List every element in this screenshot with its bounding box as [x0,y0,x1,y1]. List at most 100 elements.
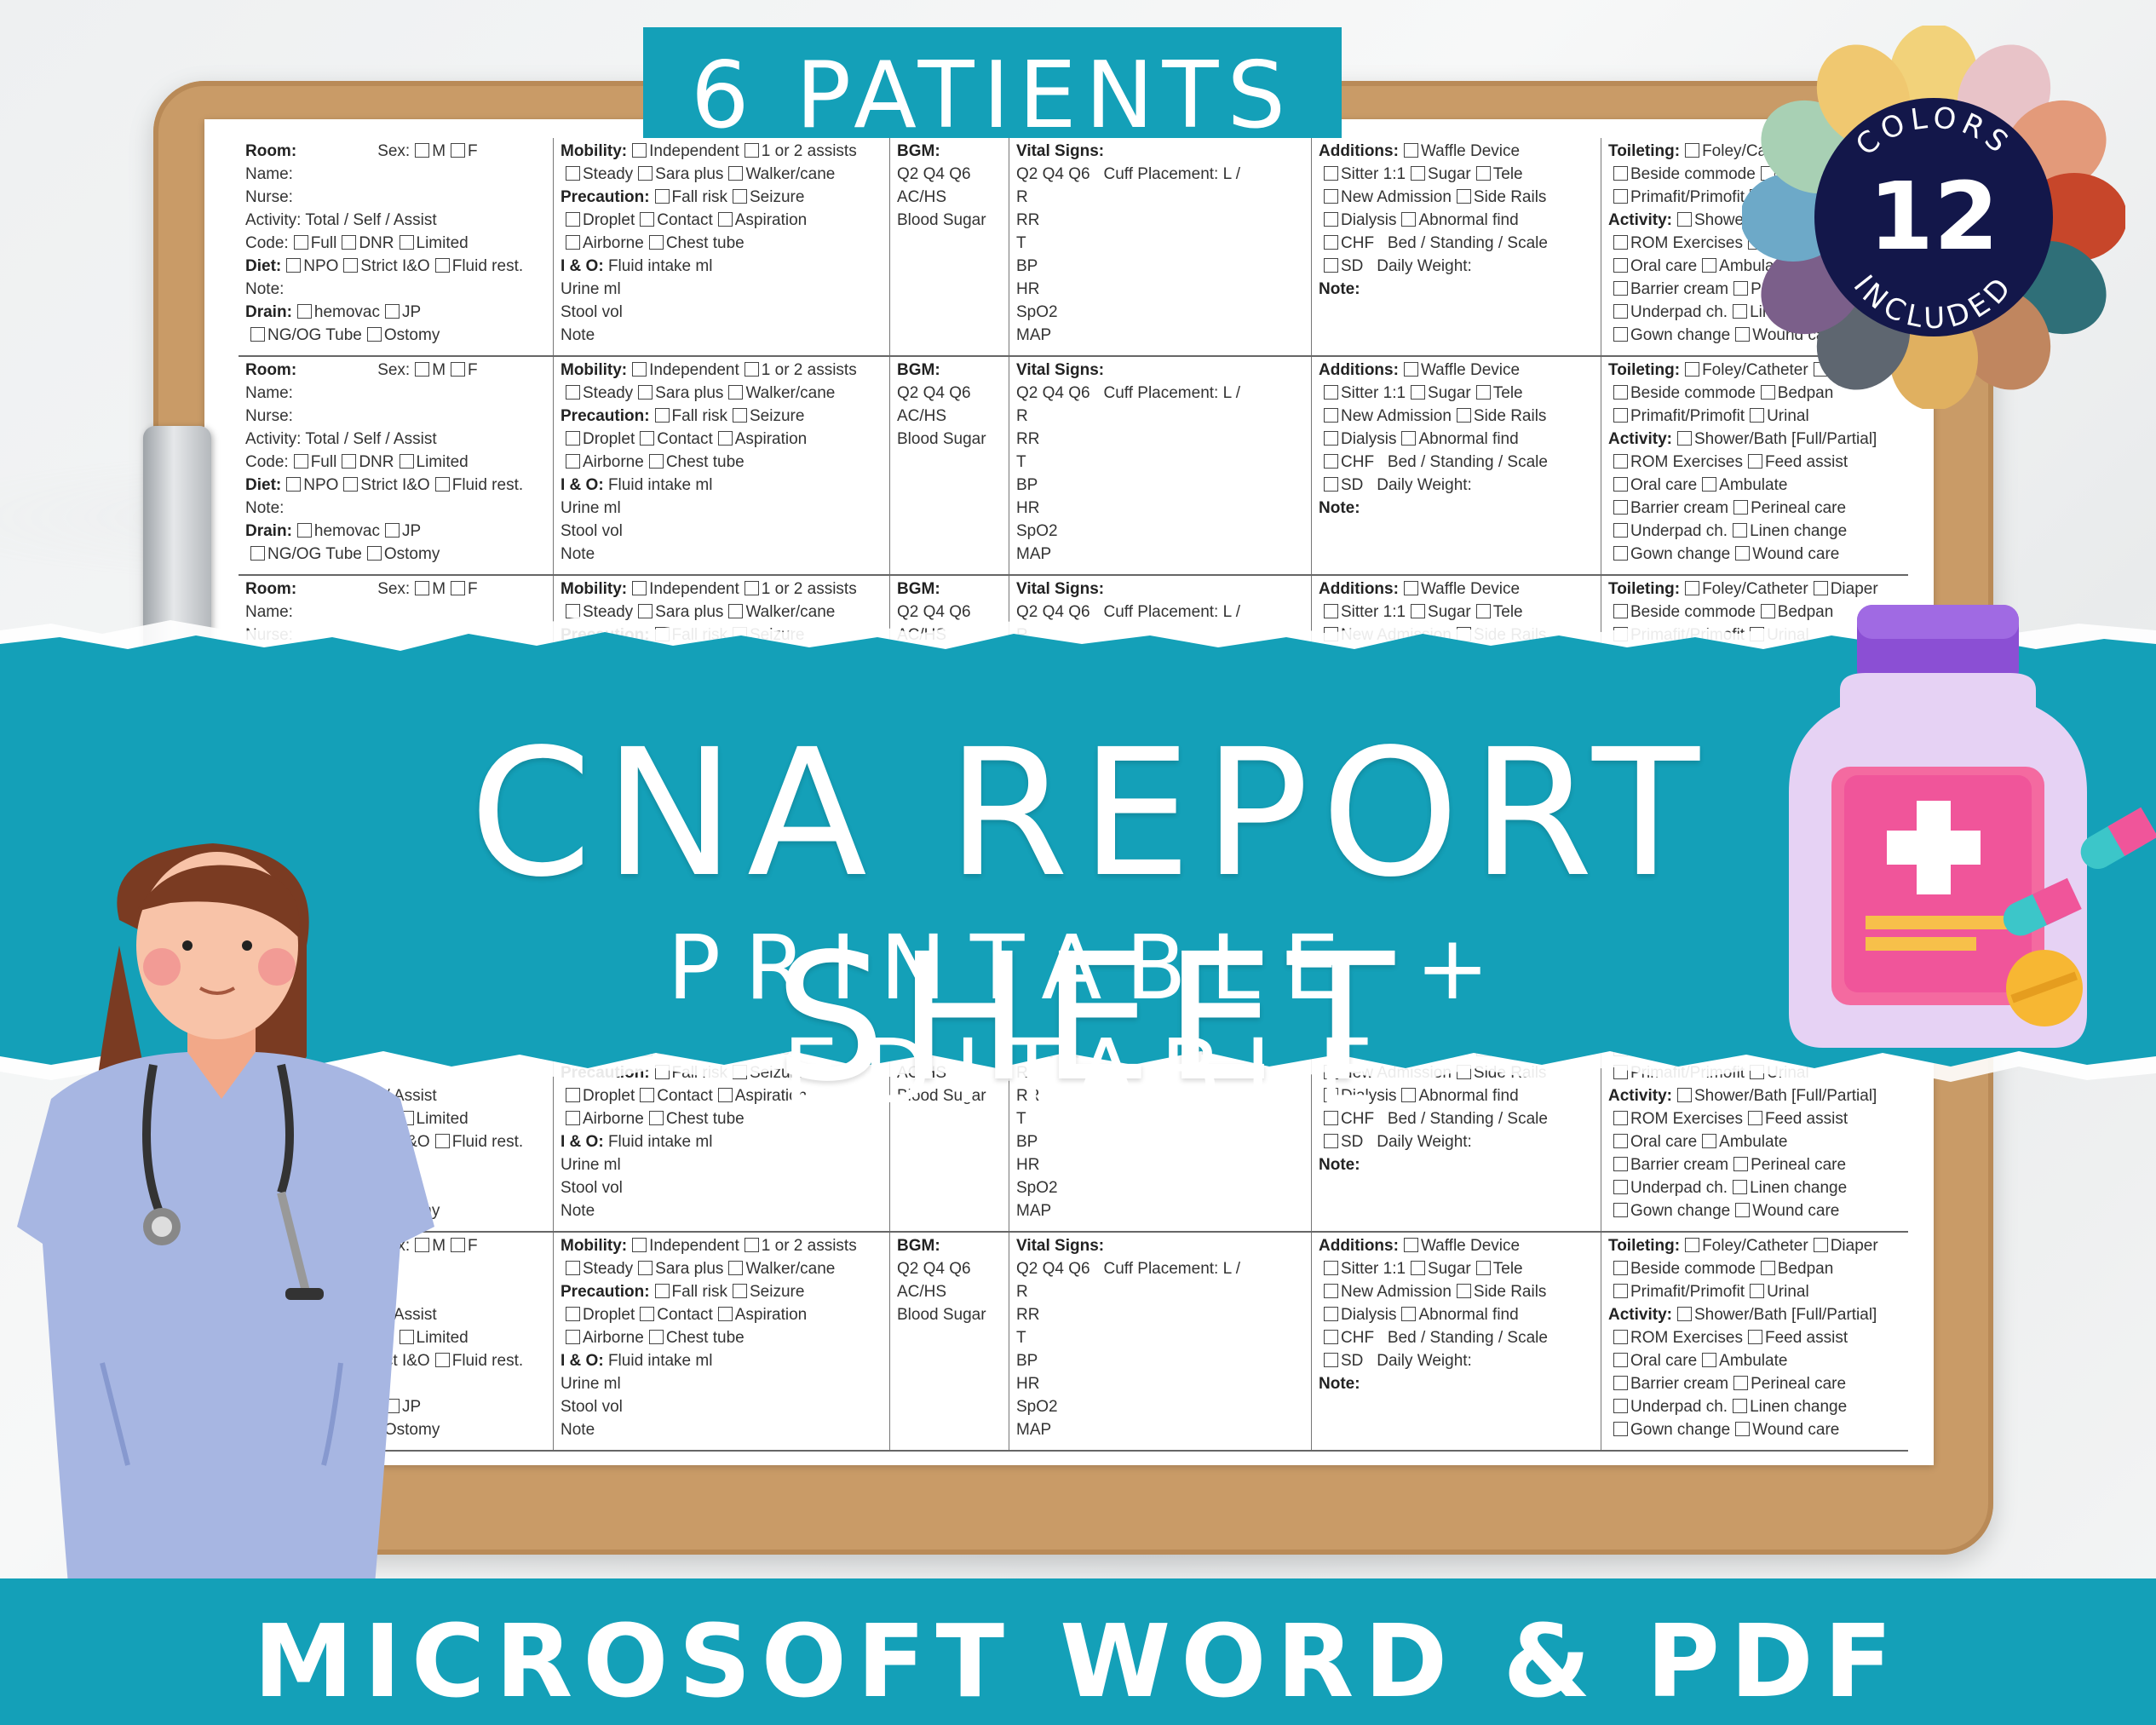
sheet-text: Droplet [583,1306,635,1324]
sheet-text: BGM: [897,1237,940,1255]
checkbox [1613,1180,1628,1194]
sheet-text: M [432,142,446,160]
checkbox [728,166,744,181]
sheet-text: Bed / Standing / Scale [1387,1110,1548,1128]
sheet-text: Limited [416,1329,469,1347]
sheet-text: Full [310,234,337,252]
sheet-text: CHF [1341,234,1375,252]
checkbox [728,385,744,400]
sheet-text: Urine ml [561,499,621,517]
checkbox [1475,604,1491,618]
sheet-text: Vital Signs: [1016,361,1105,379]
sheet-text: Steady [583,165,634,183]
sheet-text: Beside commode [1630,384,1756,402]
sheet-text: Fall risk [671,1283,727,1301]
sheet-text: Aspiration [734,211,808,229]
checkbox [1324,1353,1338,1367]
sheet-text: Sugar [1428,603,1471,621]
badge-center [1814,98,2053,336]
sheet-text: Limited [416,1110,469,1128]
bgm-col: BGM: Q2 Q4 Q6 AC/HS Blood Sugar [890,138,1009,355]
sheet-text: Mobility: [561,142,628,160]
sheet-text: Abnormal find [1418,1306,1519,1324]
sheet-text: I & O: [561,257,604,275]
checkbox [1613,1203,1628,1217]
checkbox [366,327,382,342]
sheet-text: R [1016,407,1028,425]
sheet-text: Walker/cane [745,165,836,183]
sheet-text: F [468,361,478,379]
sheet-text: Ostomy [383,1421,440,1439]
bgm-col: BGM: Q2 Q4 Q6 AC/HS Blood Sugar [890,1233,1009,1450]
checkbox [1747,1111,1762,1125]
sheet-text: Q2 [1016,1260,1038,1278]
checkbox [744,143,759,158]
sheet-text: CHF [1341,1110,1375,1128]
checkbox [1685,581,1700,595]
mobility-col: Mobility: Independent 1 or 2 assists Stead… [554,357,890,574]
sheet-text: Foley/Catheter [1702,1237,1808,1255]
sheet-text: Sitter 1:1 [1341,384,1406,402]
sheet-text: Additions: [1319,142,1399,160]
sheet-text: Ostomy [383,545,440,563]
sheet-text: Q4 [1042,384,1064,402]
sheet-text: Daily Weight: [1377,476,1472,494]
patient-info-col: Room: Sex: M F Name: Nurse: Activity: Tota… [239,138,554,355]
sheet-text: Dialysis [1341,1306,1397,1324]
sheet-text: Nurse: [245,407,293,425]
sheet-text: Fluid rest. [451,257,524,275]
checkbox [451,1238,466,1252]
sheet-text: Primafit/Primofit [1630,188,1745,206]
checkbox [632,143,647,158]
checkbox [1324,408,1338,423]
sheet-text: SD [1341,476,1364,494]
sheet-text: AC/HS [897,407,947,425]
sheet-text: R [1016,188,1028,206]
sheet-text: Contact [657,1306,713,1324]
sheet-text: Cuff Placement: L / [1103,384,1241,402]
sheet-text: Waffle Device [1420,142,1521,160]
sheet-text: T [1016,1110,1026,1128]
checkbox [1676,1088,1692,1102]
checkbox [1613,1111,1628,1125]
sheet-text: Toileting: [1608,142,1681,160]
checkbox [732,408,747,423]
sheet-text: Activity: [1608,211,1672,229]
checkbox [732,1284,747,1298]
sheet-text: Diaper [1830,580,1878,598]
checkbox [1324,477,1338,492]
checkbox [1613,454,1628,469]
checkbox [1613,477,1628,492]
checkbox [434,1353,450,1367]
sheet-text: HR [1016,280,1040,298]
sheet-text: Q6 [949,384,971,402]
sheet-text: NG/OG Tube [267,326,362,344]
sheet-text: Independent [649,142,739,160]
footer-bar: MICROSOFT WORD & PDF [0,1578,2156,1725]
sheet-text: Urinal [1767,407,1809,425]
checkbox [1401,212,1417,227]
sheet-text: I & O: [561,476,604,494]
checkbox [1324,258,1338,273]
checkbox [1735,1422,1751,1436]
sheet-text: Activity: [1608,430,1672,448]
checkbox [1733,523,1748,538]
sheet-text: RR [1016,430,1040,448]
checkbox [566,1261,580,1275]
vitals-col: Vital Signs: Q2 Q4 Q6 Cuff Placement: L … [1009,138,1312,355]
sheet-text: Diet: [245,476,282,494]
checkbox [451,362,466,377]
sheet-text: Urine ml [561,280,621,298]
sheet-text: F [468,142,478,160]
sheet-text: Underpad ch. [1630,1179,1728,1197]
sheet-text: Primafit/Primofit [1630,407,1745,425]
sheet-text: Q4 [923,384,945,402]
checkbox [342,235,357,250]
sheet-text: Activity: Total [245,211,340,229]
mobility-col: Mobility: Independent 1 or 2 assists Stead… [554,138,890,355]
sheet-text: hemovac [313,303,381,321]
sheet-text: Perineal care [1751,1375,1847,1393]
checkbox [1613,258,1628,273]
checkbox [1613,1157,1628,1171]
